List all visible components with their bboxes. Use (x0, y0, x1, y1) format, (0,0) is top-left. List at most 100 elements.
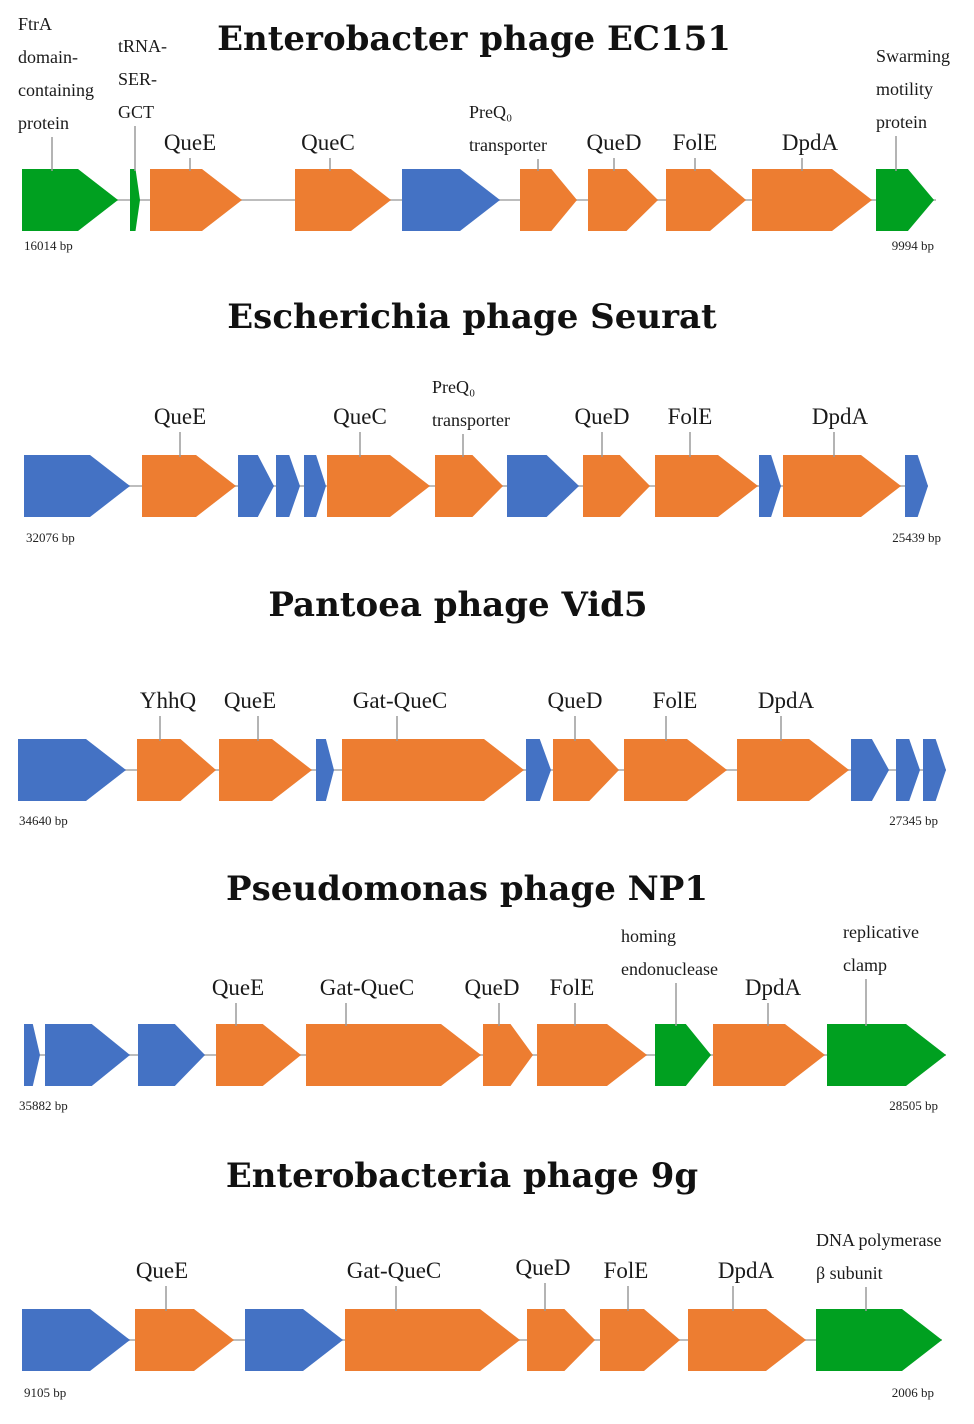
gene-label: QueE (136, 1258, 188, 1283)
gene-label: QueD (587, 130, 642, 155)
gene-label: DpdA (758, 688, 815, 713)
gene-arrow-gat-quec (306, 1024, 481, 1086)
gene-label: FtrA (18, 14, 52, 34)
gene-arrow-unlabeled (138, 1024, 205, 1086)
gene-arrow-quec (327, 455, 430, 517)
phage-panel-4: Pseudomonas phage NP1 QueE Gat-QueC QueD Fol… (19, 869, 946, 1113)
gene-label: DNA polymerase (816, 1230, 941, 1250)
gene-arrow-unlabeled (507, 455, 579, 517)
end-coordinate: 2006 bp (892, 1385, 934, 1400)
gene-label: QueE (212, 975, 264, 1000)
gene-label: FolE (653, 688, 698, 713)
gene-arrow-unlabeled (276, 455, 300, 517)
gene-label: transporter (469, 135, 547, 155)
gene-label: endonuclease (621, 959, 718, 979)
gene-arrow-unlabeled (245, 1309, 343, 1371)
start-coordinate: 35882 bp (19, 1098, 68, 1113)
gene-label: Gat-QueC (347, 1258, 442, 1283)
gene-arrow-dpda (783, 455, 901, 517)
gene-arrow-unlabeled (316, 739, 334, 801)
gene-arrow-quec (295, 169, 391, 231)
gene-arrow-unlabeled (22, 1309, 130, 1371)
gene-arrow-quee (216, 1024, 301, 1086)
phage-title: Escherichia phage Seurat (227, 297, 717, 337)
gene-arrow-unlabeled (526, 739, 551, 801)
gene-arrow-dpda (688, 1309, 806, 1371)
gene-label: QueD (548, 688, 603, 713)
gene-arrow-qued (483, 1024, 533, 1086)
phage-title: Enterobacter phage EC151 (217, 19, 731, 59)
start-coordinate: 34640 bp (19, 813, 68, 828)
gene-arrow-unlabeled (304, 455, 326, 517)
gene-label: homing (621, 926, 676, 946)
gene-arrow-unlabeled (238, 455, 274, 517)
gene-label: QueE (164, 130, 216, 155)
gene-arrow-quee (150, 169, 242, 231)
gene-arrow-qued (553, 739, 619, 801)
gene-label: QueC (301, 130, 355, 155)
gene-arrow-unlabeled (923, 739, 946, 801)
gene-arrow-dpda (737, 739, 849, 801)
gene-arrow-fole (624, 739, 727, 801)
gene-label: FolE (668, 404, 713, 429)
gene-arrow-fole (655, 455, 758, 517)
gene-arrow-qued (527, 1309, 595, 1371)
gene-arrow-dna-polymerase-subunit (816, 1309, 942, 1371)
gene-label: transporter (432, 410, 510, 430)
gene-arrow-quee (219, 739, 312, 801)
gene-label: Gat-QueC (320, 975, 415, 1000)
phage-panel-1: Enterobacter phage EC151 FtrA domain-conta… (18, 14, 950, 253)
gene-label: QueE (224, 688, 276, 713)
gene-arrow-quee (135, 1309, 234, 1371)
gene-label: QueC (333, 404, 387, 429)
phage-panel-3: Pantoea phage Vid5 YhhQ QueE Gat-QueC QueD Fo… (18, 585, 946, 828)
gene-arrow-ftra-domain-containing-protein (22, 169, 118, 231)
gene-label: Swarming (876, 46, 950, 66)
gene-label: domain- (18, 47, 78, 67)
gene-label: YhhQ (140, 688, 197, 713)
gene-arrow-gat-quec (342, 739, 524, 801)
start-coordinate: 32076 bp (26, 530, 75, 545)
gene-label: Gat-QueC (353, 688, 448, 713)
gene-label: QueE (154, 404, 206, 429)
end-coordinate: 27345 bp (889, 813, 938, 828)
gene-label: protein (876, 112, 927, 132)
gene-arrow-qued (588, 169, 658, 231)
gene-label: clamp (843, 955, 887, 975)
phage-panel-5: Enterobacteria phage 9g QueE Gat-QueC QueD F… (22, 1156, 942, 1400)
gene-arrow-swarming-motility-protein (876, 169, 934, 231)
end-coordinate: 28505 bp (889, 1098, 938, 1113)
phage-title: Pantoea phage Vid5 (268, 585, 647, 625)
gene-arrow-unlabeled (45, 1024, 130, 1086)
gene-arrow-gat-quec (345, 1309, 520, 1371)
gene-arrow-preq-transporter (520, 169, 577, 231)
gene-arrow-preq-transporter (435, 455, 503, 517)
gene-label: SER- (118, 69, 157, 89)
gene-arrow-unlabeled (896, 739, 920, 801)
gene-label: FolE (550, 975, 595, 1000)
gene-arrow-dpda (752, 169, 872, 231)
start-coordinate: 16014 bp (24, 238, 73, 253)
gene-label: PreQ₀ (432, 377, 475, 397)
gene-arrow-trna-ser-gct (130, 169, 140, 231)
gene-label: tRNA- (118, 36, 167, 56)
gene-label: FolE (673, 130, 718, 155)
gene-label: QueD (465, 975, 520, 1000)
gene-label: PreQ₀ (469, 102, 512, 122)
gene-label: DpdA (782, 130, 839, 155)
gene-arrow-fole (537, 1024, 647, 1086)
gene-label: DpdA (745, 975, 802, 1000)
gene-label: QueD (516, 1255, 571, 1280)
gene-arrow-dpda (713, 1024, 825, 1086)
gene-label: GCT (118, 102, 154, 122)
gene-label: QueD (575, 404, 630, 429)
gene-arrow-unlabeled (905, 455, 928, 517)
gene-arrow-unlabeled (24, 455, 130, 517)
gene-arrow-homing-endonuclease (655, 1024, 711, 1086)
gene-arrow-unlabeled (759, 455, 781, 517)
gene-arrow-unlabeled (851, 739, 889, 801)
gene-arrow-fole (600, 1309, 680, 1371)
gene-label: β subunit (816, 1263, 883, 1283)
gene-arrow-yhhq (137, 739, 216, 801)
